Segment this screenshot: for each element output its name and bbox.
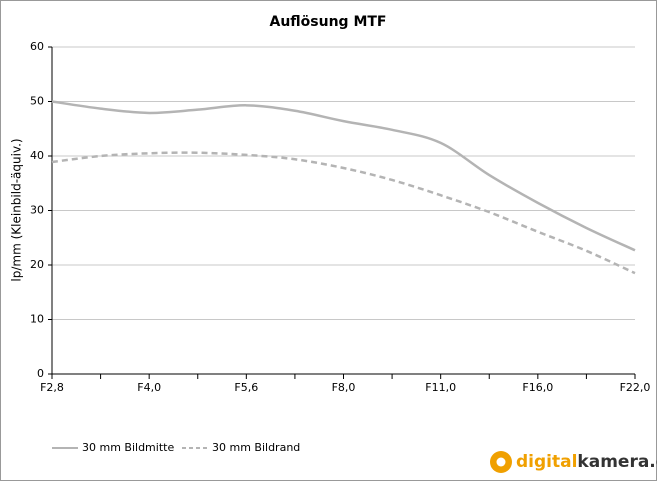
y-tick-label: 10 bbox=[30, 313, 44, 326]
logo: digitalkamera.de bbox=[490, 451, 657, 473]
line-series bbox=[51, 100, 636, 252]
x-tick-label: F16,0 bbox=[522, 381, 553, 394]
legend-label: 30 mm Bildmitte bbox=[82, 441, 174, 454]
logo-icon bbox=[496, 457, 506, 467]
y-tick-label: 60 bbox=[30, 40, 44, 53]
y-axis-label: lp/mm (Kleinbild-äquiv.) bbox=[10, 138, 24, 281]
x-tick-label: F5,6 bbox=[234, 381, 258, 394]
y-tick-label: 30 bbox=[30, 204, 44, 217]
chart-title: Auflösung MTF bbox=[269, 14, 386, 30]
y-tick-label: 50 bbox=[30, 95, 44, 108]
logo-part: kamera.de bbox=[577, 452, 657, 472]
logo-text: digitalkamera.de bbox=[516, 452, 657, 472]
y-tick-label: 40 bbox=[30, 149, 44, 162]
x-tick-label: F11,0 bbox=[425, 381, 456, 394]
y-tick-label: 20 bbox=[30, 258, 44, 271]
x-tick-label: F2,8 bbox=[40, 381, 64, 394]
legend-label: 30 mm Bildrand bbox=[212, 441, 300, 454]
x-tick-label: F8,0 bbox=[332, 381, 356, 394]
line-series bbox=[51, 151, 636, 275]
x-tick-label: F4,0 bbox=[137, 381, 161, 394]
y-tick-label: 0 bbox=[37, 367, 44, 380]
logo-part: digital bbox=[516, 452, 577, 472]
x-tick-label: F22,0 bbox=[620, 381, 651, 394]
